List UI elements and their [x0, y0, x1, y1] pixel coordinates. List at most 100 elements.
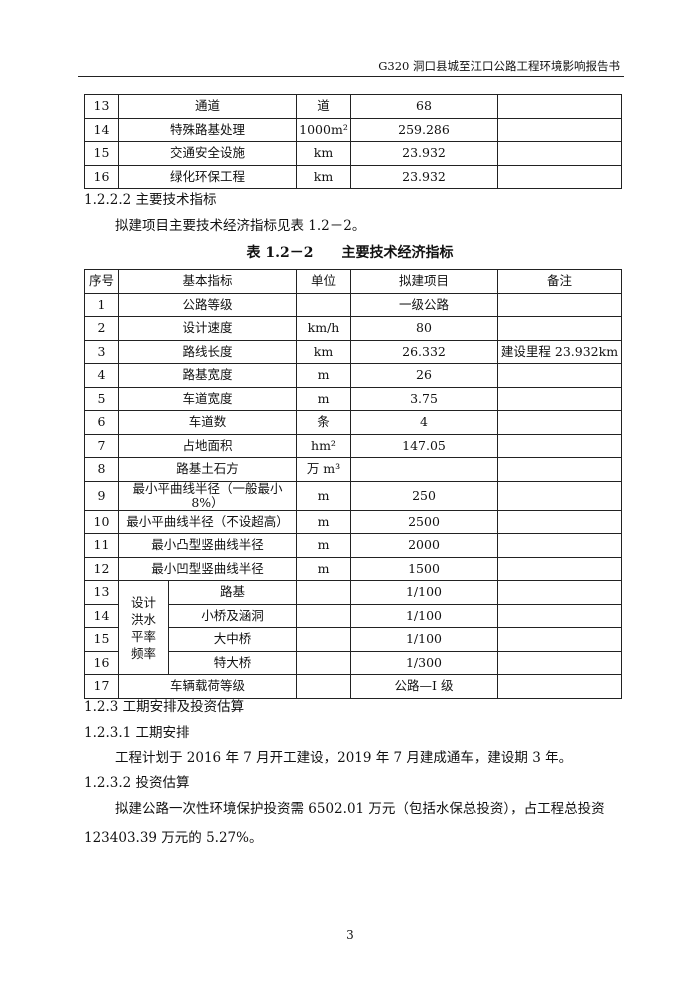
table-row: 6 车道数条 4: [84, 410, 622, 435]
table-cell: 5: [84, 386, 119, 411]
table-cell: 7: [84, 433, 119, 458]
table-cell: [497, 627, 622, 652]
table-row: 10 最小平曲线半径（不设超高） m 2500: [84, 509, 622, 534]
table-cell: 设计速度: [118, 316, 297, 341]
table-cell: [497, 94, 622, 119]
table-row: 5 车道宽度 m 3.75: [84, 386, 622, 411]
paragraph-schedule: 工程计划于 2016 年 7 月开工建设，2019 年 7 月建成通车，建设期 …: [115, 750, 573, 766]
table-cell: km/h: [296, 316, 351, 341]
table-caption: 表 1.2－2 主要技术经济指标: [0, 242, 700, 262]
table-cell: km: [296, 339, 351, 364]
table-cell: 17: [84, 674, 119, 699]
table-cell: km: [296, 141, 351, 166]
project-quantities-table-continued: 13 通道道 68 14 特殊路基处理 1000m² 259.286 15 交通安全设施 km 23…: [84, 94, 622, 189]
caption-number: 表 1.2－2: [246, 245, 314, 261]
table-cell: 23.932: [350, 164, 498, 189]
table-cell: 11: [84, 533, 119, 558]
table-cell: m: [296, 556, 351, 581]
table-cell: m: [296, 480, 351, 511]
table-cell: 14: [84, 117, 119, 142]
table-cell: [296, 627, 351, 652]
table-cell: [497, 457, 622, 482]
table-cell: 147.05: [350, 433, 498, 458]
table-cell: 万 m³: [296, 457, 351, 482]
table-cell: [497, 141, 622, 166]
table-header-cell: 备注: [497, 269, 622, 294]
table-row: 14 特殊路基处理 1000m² 259.286: [84, 117, 622, 142]
table-header-cell: 基本指标: [118, 269, 297, 294]
table-cell: 1/100: [350, 580, 498, 605]
table-cell: 路基宽度: [118, 363, 297, 388]
table-cell: 设计洪水平率频率: [118, 580, 169, 675]
table-cell: 1/100: [350, 627, 498, 652]
table-cell: 最小平曲线半径（一般最小 8%）: [118, 480, 297, 511]
table-cell: [497, 164, 622, 189]
table-cell: [497, 509, 622, 534]
table-cell: 26.332: [350, 339, 498, 364]
paragraph-investment-line2: 123403.39 万元的 5.27%。: [84, 830, 263, 846]
table-cell: [497, 117, 622, 142]
table-cell: 车辆载荷等级: [118, 674, 297, 699]
table-cell: 公路—I 级: [350, 674, 498, 699]
table-cell: [497, 580, 622, 605]
table-cell: 占地面积: [118, 433, 297, 458]
table-cell: 9: [84, 480, 119, 511]
table-cell: m: [296, 533, 351, 558]
paragraph-intro: 拟建项目主要技术经济指标见表 1.2－2。: [115, 218, 366, 234]
table-cell: [497, 433, 622, 458]
table-cell: 3: [84, 339, 119, 364]
header-rule: [78, 76, 624, 77]
table-cell: 1500: [350, 556, 498, 581]
table-cell: m: [296, 386, 351, 411]
table-row: 序号 基本指标 单位 拟建项目 备注: [84, 269, 622, 294]
table-cell: 259.286: [350, 117, 498, 142]
table-cell: 250: [350, 480, 498, 511]
table-row: 15 交通安全设施 km 23.932: [84, 141, 622, 166]
table-cell: 26: [350, 363, 498, 388]
table-cell: 80: [350, 316, 498, 341]
table-row: 11 最小凸型竖曲线半径 m 2000: [84, 533, 622, 558]
section-heading-1-2-3: 1.2.3 工期安排及投资估算: [84, 699, 245, 715]
table-cell: 小桥及涵洞: [168, 603, 297, 628]
table-cell: 公路等级: [118, 292, 297, 317]
table-cell: 16: [84, 164, 119, 189]
table-cell: [497, 292, 622, 317]
table-cell: 13: [84, 580, 119, 605]
table-cell: [497, 533, 622, 558]
table-row: 14 小桥及涵洞 1/100: [84, 603, 622, 628]
table-cell: 14: [84, 603, 119, 628]
table-cell: hm²: [296, 433, 351, 458]
table-cell: 2000: [350, 533, 498, 558]
table-cell: 15: [84, 141, 119, 166]
table-cell: 1000m²: [296, 117, 351, 142]
table-cell: 1/100: [350, 603, 498, 628]
table-row: 17 车辆载荷等级 公路—I 级: [84, 674, 622, 699]
table-cell: [497, 480, 622, 511]
table-cell: 最小凸型竖曲线半径: [118, 533, 297, 558]
table-cell: km: [296, 164, 351, 189]
table-row: 15 大中桥 1/100: [84, 627, 622, 652]
table-cell: 特大桥: [168, 650, 297, 675]
table-cell: [497, 603, 622, 628]
table-cell: 绿化环保工程: [118, 164, 297, 189]
table-cell: 15: [84, 627, 119, 652]
table-cell: [296, 580, 351, 605]
table-row: 2 设计速度 km/h 80: [84, 316, 622, 341]
table-cell: [497, 410, 622, 435]
table-cell: [497, 316, 622, 341]
table-cell: 68: [350, 94, 498, 119]
table-cell: 1/300: [350, 650, 498, 675]
table-cell: 交通安全设施: [118, 141, 297, 166]
table-row: 13 设计洪水平率频率 路基 1/100: [84, 580, 622, 675]
table-cell: 4: [350, 410, 498, 435]
table-cell: 8: [84, 457, 119, 482]
section-heading-1-2-3-1: 1.2.3.1 工期安排: [84, 725, 190, 741]
table-cell: 2: [84, 316, 119, 341]
table-row: 13 通道道 68: [84, 94, 622, 119]
table-row: 8 路基土石方万 m³: [84, 457, 622, 482]
table-cell: 一级公路: [350, 292, 498, 317]
table-cell: 路基: [168, 580, 297, 605]
table-row: 3 路线长度 km 26.332 建设里程 23.932km: [84, 339, 622, 364]
table-cell: 建设里程 23.932km: [497, 339, 622, 364]
technical-indicators-table: 序号 基本指标 单位 拟建项目 备注 1 公路等级 一级公路 2 设计速度 km/h 80 3 路线长度 k…: [84, 269, 622, 699]
